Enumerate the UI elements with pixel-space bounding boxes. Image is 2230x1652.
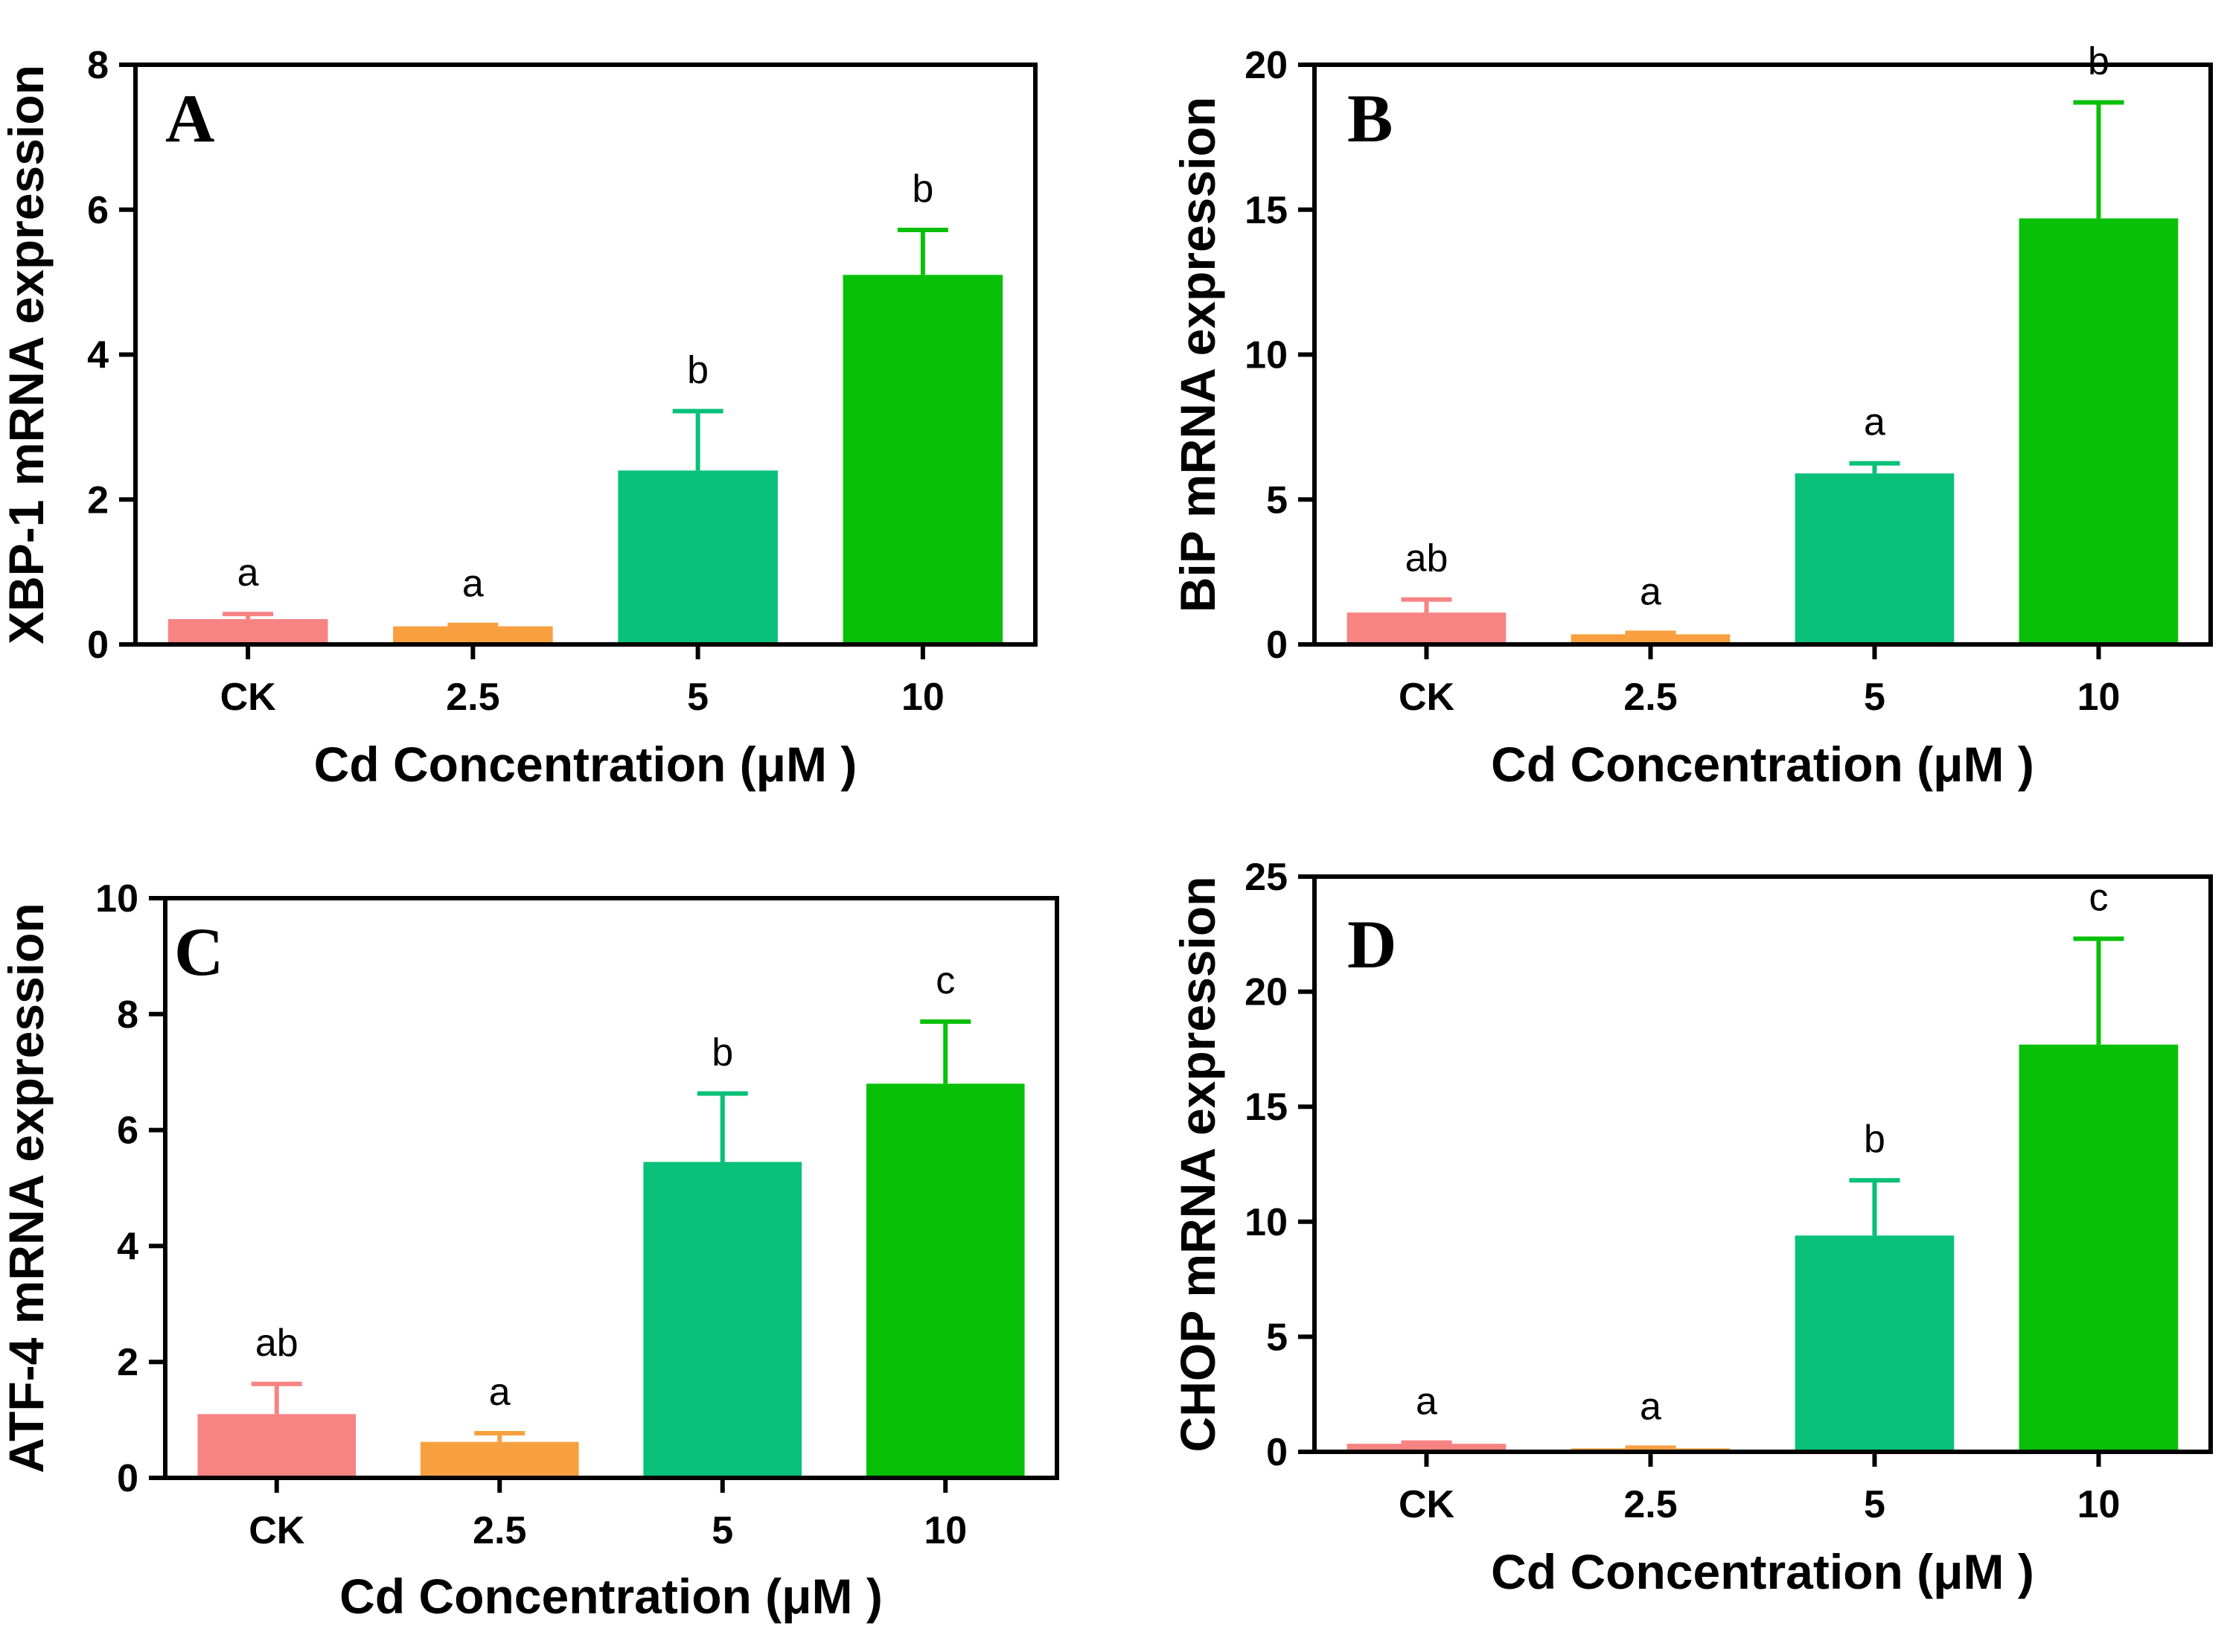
- plot-frame: [163, 896, 1059, 1480]
- x-tick-label: 5: [1864, 676, 1885, 719]
- x-tick-label: 2.5: [446, 676, 499, 719]
- y-tick-label: 10: [95, 877, 138, 921]
- y-tick-label: 10: [1245, 1201, 1288, 1244]
- bar-ck: [167, 618, 328, 644]
- significance-label: a: [489, 1371, 511, 1414]
- y-tick-label: 15: [1245, 1086, 1288, 1129]
- x-tick-label: 2.5: [1623, 676, 1677, 719]
- y-tick-label: 5: [1266, 1316, 1288, 1359]
- x-tick-label: 5: [712, 1509, 733, 1552]
- x-tick-label: CK: [1399, 676, 1455, 719]
- bar-2-5: [393, 626, 553, 644]
- plot-frame: [1312, 874, 2213, 1454]
- x-tick-label: 10: [924, 1509, 967, 1552]
- y-tick-label: 6: [117, 1110, 138, 1153]
- x-axis-title: Cd Concentration (μM ): [339, 1569, 883, 1624]
- y-tick-label: 0: [1266, 1431, 1288, 1474]
- y-axis-title: XBP-1 mRNA expression: [0, 65, 54, 644]
- panel-d: a CK a 2.5 b 5 c 10 0 5 10 15 20 25 D Cd Concentration …: [1170, 856, 2213, 1599]
- x-tick-label: CK: [249, 1509, 305, 1552]
- y-tick-label: 10: [1245, 334, 1288, 377]
- significance-label: a: [462, 563, 484, 606]
- x-tick-label: 2.5: [473, 1509, 526, 1552]
- bar-5: [1795, 473, 1955, 644]
- panel-letter: B: [1347, 80, 1393, 156]
- significance-label: b: [687, 348, 709, 391]
- significance-label: a: [1416, 1380, 1437, 1424]
- x-tick-label: 10: [901, 676, 945, 719]
- bar-ck: [1346, 612, 1507, 644]
- x-axis-title: Cd Concentration (μM ): [1491, 1544, 2034, 1599]
- y-tick-label: 25: [1245, 856, 1288, 899]
- significance-label: ab: [255, 1322, 298, 1365]
- panel-a: a CK a 2.5 b 5 b 10 0 2 4 6 8 A Cd Concentration (μM )…: [0, 44, 1038, 792]
- panel-b: ab CK a 2.5 a 5 b 10 0 5 10 15 20 B Cd Concentration (…: [1170, 40, 2213, 792]
- y-tick-label: 0: [87, 624, 109, 667]
- panel-letter: A: [165, 80, 214, 156]
- bar-2-5: [1571, 634, 1731, 644]
- x-tick-label: 5: [1864, 1483, 1885, 1526]
- significance-label: b: [1864, 1118, 1885, 1161]
- y-axis-title: ATF-4 mRNA expression: [0, 903, 54, 1473]
- bar-5: [643, 1162, 802, 1478]
- y-tick-label: 6: [87, 189, 109, 232]
- significance-label: b: [712, 1031, 733, 1075]
- y-tick-label: 2: [117, 1341, 138, 1384]
- y-tick-label: 4: [87, 334, 109, 377]
- significance-label: a: [1864, 401, 1885, 444]
- significance-label: a: [237, 551, 259, 595]
- bar-2-5: [420, 1441, 579, 1478]
- y-tick-label: 4: [117, 1225, 138, 1268]
- significance-label: c: [936, 959, 955, 1002]
- bar-10: [2019, 218, 2179, 644]
- y-tick-label: 8: [117, 993, 138, 1037]
- significance-label: b: [2088, 40, 2109, 83]
- x-tick-label: 10: [2077, 676, 2121, 719]
- x-axis-title: Cd Concentration (μM ): [314, 737, 857, 792]
- y-tick-label: 15: [1245, 189, 1288, 232]
- bar-5: [1795, 1235, 1955, 1452]
- bar-5: [618, 470, 778, 644]
- bar-ck: [1346, 1444, 1507, 1452]
- y-tick-label: 5: [1266, 478, 1288, 522]
- y-axis-title: BiP mRNA expression: [1170, 97, 1225, 612]
- y-tick-label: 8: [87, 44, 109, 87]
- x-axis-title: Cd Concentration (μM ): [1491, 737, 2034, 792]
- y-tick-label: 0: [1266, 624, 1288, 667]
- x-tick-label: CK: [1399, 1483, 1455, 1526]
- panel-letter: D: [1347, 906, 1396, 982]
- y-tick-label: 2: [87, 478, 109, 522]
- y-axis-title: CHOP mRNA expression: [1170, 877, 1225, 1453]
- significance-label: b: [912, 167, 933, 211]
- bar-10: [2019, 1044, 2179, 1452]
- significance-label: ab: [1405, 537, 1448, 580]
- y-tick-label: 20: [1245, 44, 1288, 87]
- x-tick-label: 5: [687, 676, 709, 719]
- significance-label: a: [1640, 570, 1661, 613]
- bar-10: [866, 1083, 1025, 1478]
- x-tick-label: CK: [220, 676, 277, 719]
- y-tick-label: 20: [1245, 971, 1288, 1014]
- x-tick-label: 2.5: [1623, 1483, 1677, 1526]
- panel-letter: C: [174, 914, 223, 990]
- y-tick-label: 0: [117, 1457, 138, 1500]
- panel-c: ab CK a 2.5 b 5 c 10 0 2 4 6 8 10 C Cd Concentration (μ…: [0, 877, 1059, 1624]
- significance-label: c: [2089, 876, 2109, 919]
- bar-10: [843, 275, 1003, 644]
- x-tick-label: 10: [2077, 1483, 2121, 1526]
- significance-label: a: [1640, 1385, 1661, 1428]
- bar-ck: [197, 1414, 357, 1478]
